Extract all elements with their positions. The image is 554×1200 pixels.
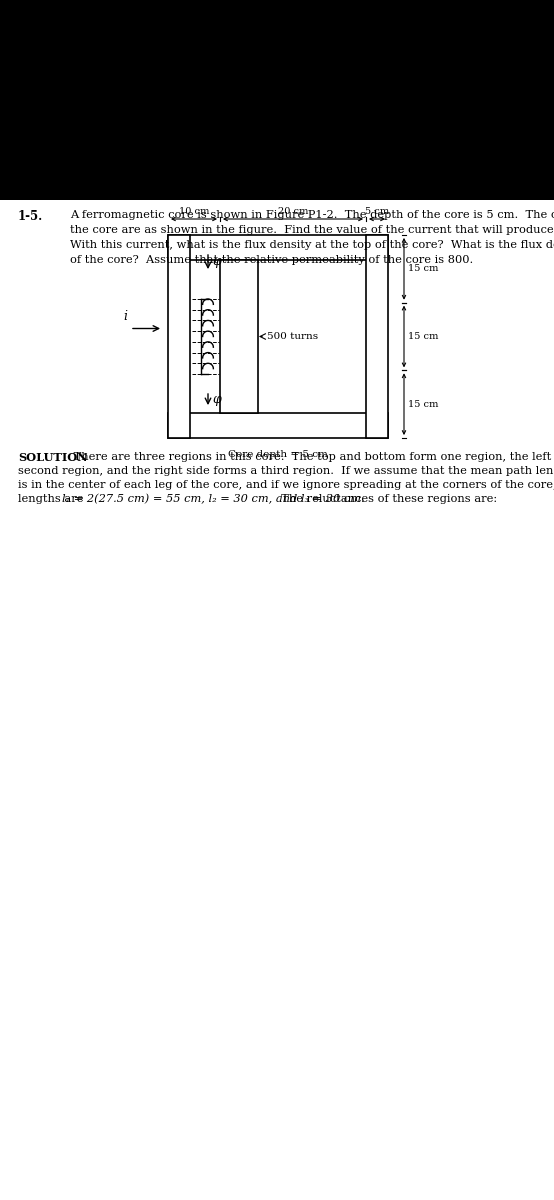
Text: The reluctances of these regions are:: The reluctances of these regions are: bbox=[274, 494, 497, 504]
Text: lengths are: lengths are bbox=[18, 494, 87, 504]
Bar bbox=[0, 200, 554, 460]
Text: second region, and the right side forms a third region.  If we assume that the m: second region, and the right side forms … bbox=[18, 466, 554, 476]
Text: SOLUTION: SOLUTION bbox=[18, 452, 88, 463]
Text: of the core?  Assume that the relative permeability of the core is 800.: of the core? Assume that the relative pe… bbox=[70, 254, 473, 265]
Text: φ: φ bbox=[212, 256, 220, 269]
Bar bbox=[168, 235, 388, 260]
Text: 5 cm: 5 cm bbox=[365, 206, 389, 216]
Bar bbox=[168, 413, 388, 438]
Bar bbox=[366, 235, 388, 438]
Bar bbox=[168, 235, 190, 438]
Text: is in the center of each leg of the core, and if we ignore spreading at the corn: is in the center of each leg of the core… bbox=[18, 480, 554, 490]
Text: the core are as shown in the figure.  Find the value of the current that will pr: the core are as shown in the figure. Fin… bbox=[70, 226, 554, 235]
Text: 500 turns: 500 turns bbox=[267, 332, 318, 341]
Text: 15 cm: 15 cm bbox=[408, 264, 438, 274]
Text: l₁ = 2(27.5 cm) = 55 cm, l₂ = 30 cm, and l₃ = 30 cm.: l₁ = 2(27.5 cm) = 55 cm, l₂ = 30 cm, and… bbox=[62, 494, 365, 504]
Text: There are three regions in this core.  The top and bottom form one region, the l: There are three regions in this core. Th… bbox=[70, 452, 554, 462]
Bar bbox=[0, 420, 554, 1200]
Text: 10 cm: 10 cm bbox=[179, 206, 209, 216]
Text: Core depth = 5 cm: Core depth = 5 cm bbox=[228, 450, 328, 458]
Text: 15 cm: 15 cm bbox=[408, 332, 438, 341]
Text: A ferromagnetic core is shown in Figure P1-2.  The depth of the core is 5 cm.  T: A ferromagnetic core is shown in Figure … bbox=[70, 210, 554, 220]
Text: φ: φ bbox=[212, 392, 220, 406]
Text: 15 cm: 15 cm bbox=[408, 400, 438, 409]
Text: 1-5.: 1-5. bbox=[18, 210, 43, 223]
Text: i: i bbox=[123, 310, 127, 323]
Text: 20 cm: 20 cm bbox=[278, 206, 308, 216]
Text: With this current, what is the flux density at the top of the core?  What is the: With this current, what is the flux dens… bbox=[70, 240, 554, 250]
Bar bbox=[220, 260, 258, 413]
